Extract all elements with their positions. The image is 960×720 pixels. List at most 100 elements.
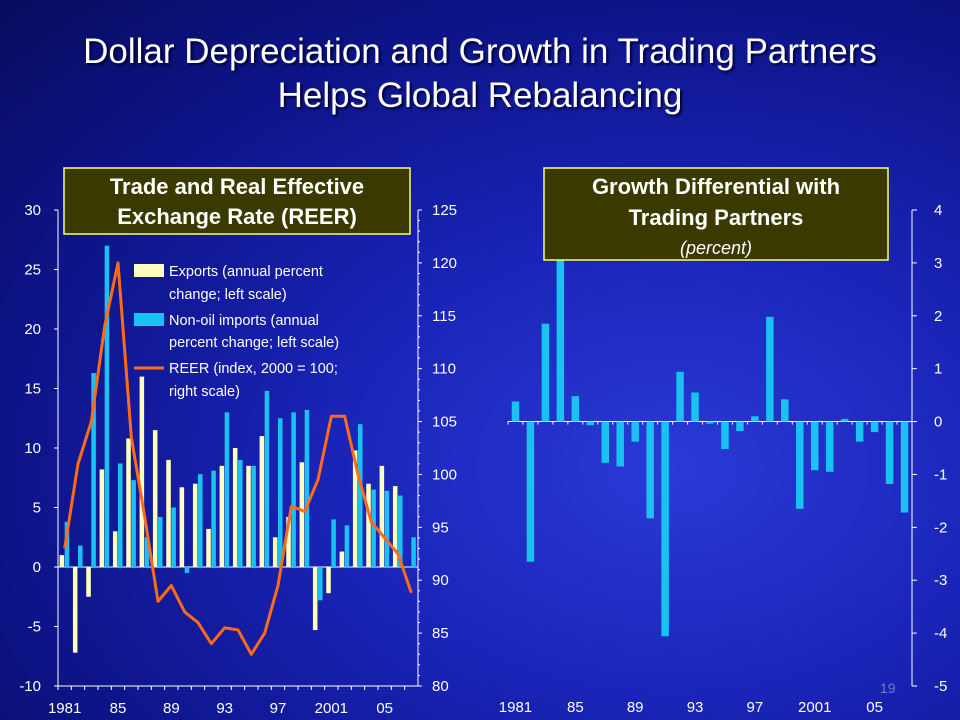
left-chart-title-box: [63, 167, 411, 235]
slide-title-line2: Helps Global Rebalancing: [277, 76, 683, 115]
growth-differential-bar: [870, 421, 879, 433]
slide-title-line1: Dollar Depreciation and Growth in Tradin…: [83, 32, 877, 71]
right-chart-y-tick-label: -1: [934, 466, 947, 483]
exports-bar: [126, 438, 131, 567]
exports-bar: [272, 537, 278, 567]
right-chart-x-tick-label: 89: [627, 699, 644, 716]
imports-bar: [104, 245, 110, 567]
exports-bar: [232, 448, 238, 567]
growth-differential-bar: [601, 421, 609, 463]
imports-bar: [64, 521, 70, 567]
right-chart-y-tick-label: -2: [934, 519, 947, 536]
right-chart-x-tick-label: 1981: [499, 699, 532, 716]
right-chart-y-tick-label: 2: [934, 308, 942, 325]
right-chart-y-tick-label: -5: [934, 678, 947, 695]
right-chart-x-tick-label: 97: [747, 699, 764, 716]
right-chart-x-tick-label: 2001: [798, 699, 831, 716]
exports-bar: [326, 567, 331, 594]
imports-bar: [211, 470, 216, 567]
exports-bar: [192, 483, 198, 567]
exports-bar: [59, 555, 65, 567]
growth-differential-bar: [855, 421, 864, 442]
imports-bar: [291, 412, 296, 567]
left-chart-right-tick-label: 110: [432, 361, 456, 378]
growth-differential-bar: [885, 421, 894, 484]
page-number: 19: [880, 680, 896, 696]
growth-differential-bar: [811, 421, 819, 471]
left-chart-title-line2: Exchange Rate (REER): [117, 204, 357, 229]
left-chart-left-tick-label: 15: [24, 381, 41, 398]
growth-differential-bar: [571, 396, 580, 422]
reer-line: [63, 261, 413, 656]
growth-differential-bar: [706, 421, 714, 424]
left-chart-left-tick-label: 10: [24, 440, 41, 457]
left-chart-right-tick-label: 90: [432, 572, 449, 589]
exports-bar: [366, 483, 371, 567]
left-chart-left-tick-label: 0: [33, 559, 41, 576]
exports-bar: [179, 487, 185, 567]
right-chart-y-tick-label: -3: [934, 572, 947, 589]
legend-exports-label-line2: change; left scale): [169, 287, 287, 303]
exports-bar: [206, 528, 211, 567]
imports-bar: [318, 567, 323, 601]
exports-bar: [219, 465, 225, 567]
exports-bar: [86, 567, 91, 597]
exports-bar: [379, 465, 385, 567]
imports-bar: [251, 465, 256, 567]
left-chart-right-tick-label: 85: [432, 625, 449, 642]
imports-bar: [411, 537, 416, 567]
exports-bar: [339, 551, 345, 567]
imports-bar: [264, 390, 270, 567]
imports-bar: [131, 480, 136, 567]
legend-exports-swatch: [134, 264, 164, 277]
growth-differential-bar: [631, 421, 639, 442]
right-chart-y-tick-label: -4: [934, 625, 947, 642]
imports-bar: [171, 507, 176, 567]
left-chart-x-tick-label: 93: [216, 700, 233, 717]
exports-bar: [72, 567, 78, 653]
imports-bar: [344, 525, 350, 567]
right-chart-x-tick-label: 93: [687, 699, 704, 716]
growth-differential-bar: [676, 371, 684, 422]
right-chart-x-tick-label: 05: [866, 699, 883, 716]
left-chart-left-tick-label: 5: [33, 500, 41, 517]
imports-bar: [331, 519, 336, 567]
imports-bar: [158, 517, 163, 567]
left-chart-x-tick-label: 89: [163, 700, 180, 717]
imports-bar: [278, 418, 283, 567]
right-chart-y-tick-label: 1: [934, 361, 942, 378]
growth-differential-bar: [616, 421, 624, 467]
left-chart-legend: Exports (annual percent change; left scal…: [134, 264, 339, 400]
left-chart-x-tick-label: 05: [376, 700, 393, 717]
imports-bar: [78, 545, 83, 567]
right-chart-title-line2: Trading Partners: [629, 205, 804, 230]
left-chart-right-tick-label: 115: [432, 308, 456, 325]
left-chart-right-tick-label: 105: [432, 414, 457, 431]
growth-differential-bar: [736, 421, 744, 432]
growth-differential-bar: [661, 421, 669, 637]
left-chart-left-tick-label: -5: [28, 619, 41, 636]
exports-bar: [286, 517, 291, 567]
growth-differential-bar: [511, 401, 520, 422]
left-chart-left-tick-label: 25: [24, 262, 41, 279]
growth-differential-bar: [721, 421, 729, 450]
slide-title: Dollar Depreciation and Growth in Tradin…: [0, 30, 960, 118]
right-chart: 4 3 2 1 0 -1 -2 -3 -4 -5 1981 85 89 93 97 2001 05 Growth …: [499, 167, 947, 716]
left-chart-right-tick-label: 120: [432, 255, 457, 272]
left-chart-x-tick-label: 85: [110, 700, 127, 717]
exports-bar: [299, 462, 305, 567]
imports-bar: [304, 409, 310, 567]
left-chart: 302520151050-5-1012512011511010510095908…: [19, 167, 457, 717]
right-chart-y-tick-label: 0: [934, 414, 942, 431]
imports-bar: [144, 537, 150, 567]
right-chart-title-line1: Growth Differential with: [592, 174, 840, 199]
growth-differential-bar: [840, 418, 849, 422]
right-chart-y-tick-label: 3: [934, 255, 942, 272]
growth-differential-bar: [526, 421, 535, 562]
legend-imports-label-line1: Non-oil imports (annual: [169, 313, 319, 329]
legend-reer-label-line1: REER (index, 2000 = 100;: [169, 361, 338, 377]
imports-bar: [91, 373, 96, 567]
growth-differential-bar: [825, 421, 834, 472]
left-chart-right-tick-label: 80: [432, 678, 449, 695]
